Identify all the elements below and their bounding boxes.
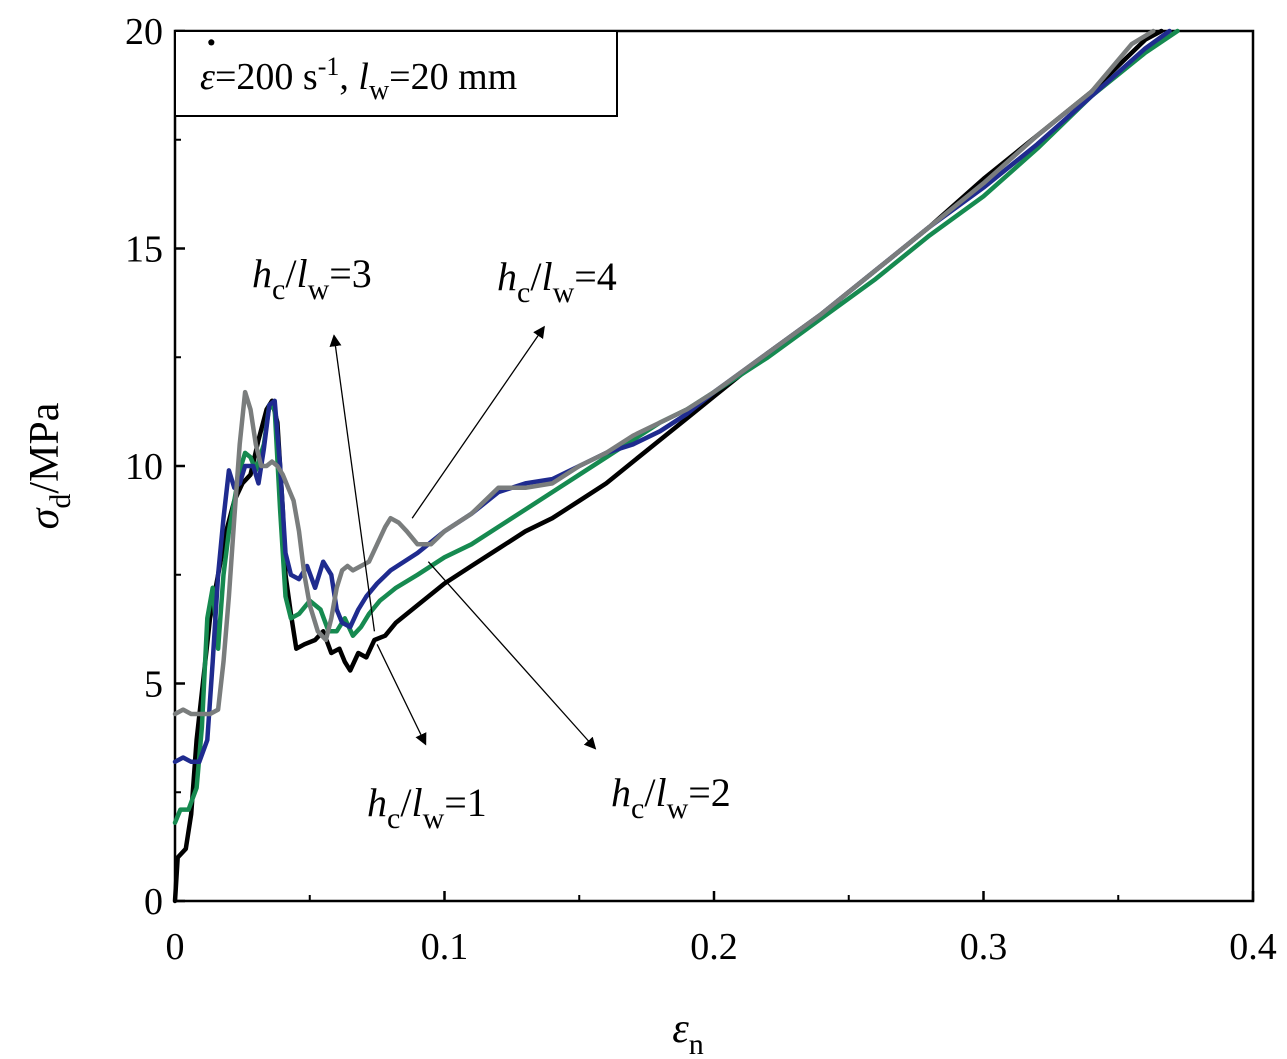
annotation-l-sub: w [308,273,330,306]
annotation-h: h [252,251,272,296]
annotation-arrow [411,325,545,519]
annotation-slash: / [400,780,412,825]
series-line-hc-lw-4 [172,28,1172,765]
annotation-h: h [611,770,631,815]
x-axis-sub: n [689,1028,704,1059]
legend-box [174,30,618,117]
y-tick-label: 5 [144,664,163,706]
y-axis-sub: d [44,494,77,509]
x-tick-label: 0.2 [690,926,738,968]
x-tick-label: 0.3 [960,926,1008,968]
legend-text: ε=200 s-1, lw=20 mm [200,52,517,106]
legend-rate-text: =200 s [215,56,318,98]
y-tick-label: 20 [125,11,163,53]
legend-rate-symbol: ε [200,56,215,98]
legend-l-sub: w [369,75,390,106]
annotation-hc-lw-2: hc/lw=2 [611,770,731,825]
annotation-value: =4 [574,254,617,299]
annotation-hc-lw-3: hc/lw=3 [252,251,372,306]
series-group [172,28,1180,904]
x-axis-title: εn [672,1006,704,1059]
annotation-arrow [376,644,427,746]
annotation-h-sub: c [272,273,285,306]
legend: · ε=200 s-1, lw=20 mm [174,22,618,117]
annotation-l: l [411,780,422,825]
annotation-arrows [329,325,597,750]
annotation-l-sub: w [423,802,445,835]
annotation-arrow [427,561,597,750]
annotation-h-sub: c [517,276,530,309]
annotation-hc-lw-4: hc/lw=4 [497,254,617,309]
x-tick-label: 0.1 [421,926,469,968]
legend-sep: , [339,56,358,98]
annotation-value: =2 [688,770,731,815]
annotation-l: l [541,254,552,299]
legend-l-text: =20 mm [389,56,517,98]
annotation-slash: / [644,770,656,815]
y-tick-label: 0 [144,881,163,923]
legend-rate-exp: -1 [318,52,340,81]
series-line-hc-lw-3 [172,28,1156,717]
annotation-l-sub: w [667,792,689,825]
annotation-l: l [655,770,666,815]
annotation-value: =3 [329,251,372,296]
axis-ticks: 0 0.1 0.2 0.3 0.4 0 5 10 15 20 [125,11,1277,968]
legend-l-symbol: l [358,56,369,98]
annotation-h: h [367,780,387,825]
annotation-arrow [329,334,376,632]
annotation-h-sub: c [387,802,400,835]
annotation-hc-lw-1: hc/lw=1 [367,780,487,835]
annotation-l: l [296,251,307,296]
annotation-h: h [497,254,517,299]
x-tick-label: 0 [166,926,185,968]
y-axis-title: σd/MPa [22,402,77,529]
annotation-slash: / [285,251,297,296]
annotation-h-sub: c [631,792,644,825]
annotation-l-sub: w [553,276,575,309]
annotation-value: =1 [444,780,487,825]
x-tick-label: 0.4 [1229,926,1277,968]
y-axis-unit: /MPa [22,402,68,493]
y-tick-label: 15 [125,229,163,271]
annotation-slash: / [530,254,542,299]
y-tick-label: 10 [125,446,163,488]
x-axis-symbol: ε [672,1006,689,1052]
legend-rate-dot: · [205,22,218,64]
y-axis-symbol: σ [22,506,68,529]
